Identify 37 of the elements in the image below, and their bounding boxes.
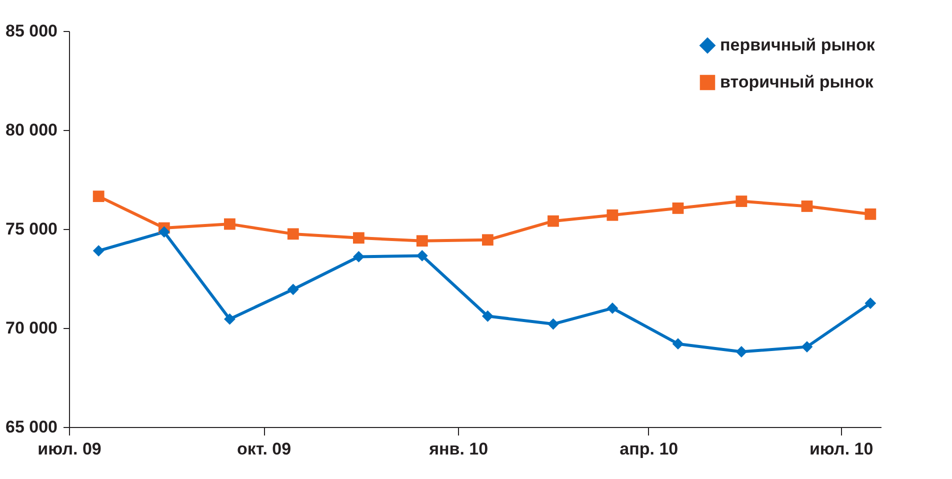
x-tick-label: апр. 10 [620, 440, 678, 458]
point [736, 346, 748, 358]
x-tick-label: янв. 10 [428, 440, 488, 458]
point [606, 302, 618, 314]
x-tick-label: окт. 09 [236, 440, 292, 458]
point [92, 190, 104, 202]
point [606, 209, 618, 221]
point [801, 341, 813, 353]
point [416, 235, 428, 247]
y-tick-label: 65 000 [6, 418, 58, 436]
y-tick-label: 85 000 [6, 22, 58, 40]
y-tick-label: 80 000 [6, 120, 58, 140]
point [224, 218, 236, 230]
legend-label: вторичный рынок [720, 72, 874, 92]
point [287, 228, 299, 240]
point [736, 196, 748, 207]
x-tick-label: июл. 10 [809, 440, 874, 458]
point [864, 208, 876, 220]
point [287, 284, 299, 296]
point [672, 202, 684, 214]
x-tick-label: июл. 09 [38, 440, 102, 458]
point [92, 245, 104, 256]
point [352, 251, 364, 262]
point [224, 313, 236, 325]
y-tick-label: 70 000 [6, 318, 58, 338]
point [864, 298, 876, 309]
point [548, 215, 559, 227]
point [548, 318, 559, 330]
point [352, 232, 364, 244]
point [801, 200, 813, 212]
y-tick-label: 75 000 [6, 220, 58, 238]
point [416, 250, 428, 262]
point [482, 234, 494, 246]
point [482, 310, 494, 322]
point [158, 226, 170, 238]
point [672, 338, 684, 350]
legend-label: первичный рынок [720, 36, 876, 54]
